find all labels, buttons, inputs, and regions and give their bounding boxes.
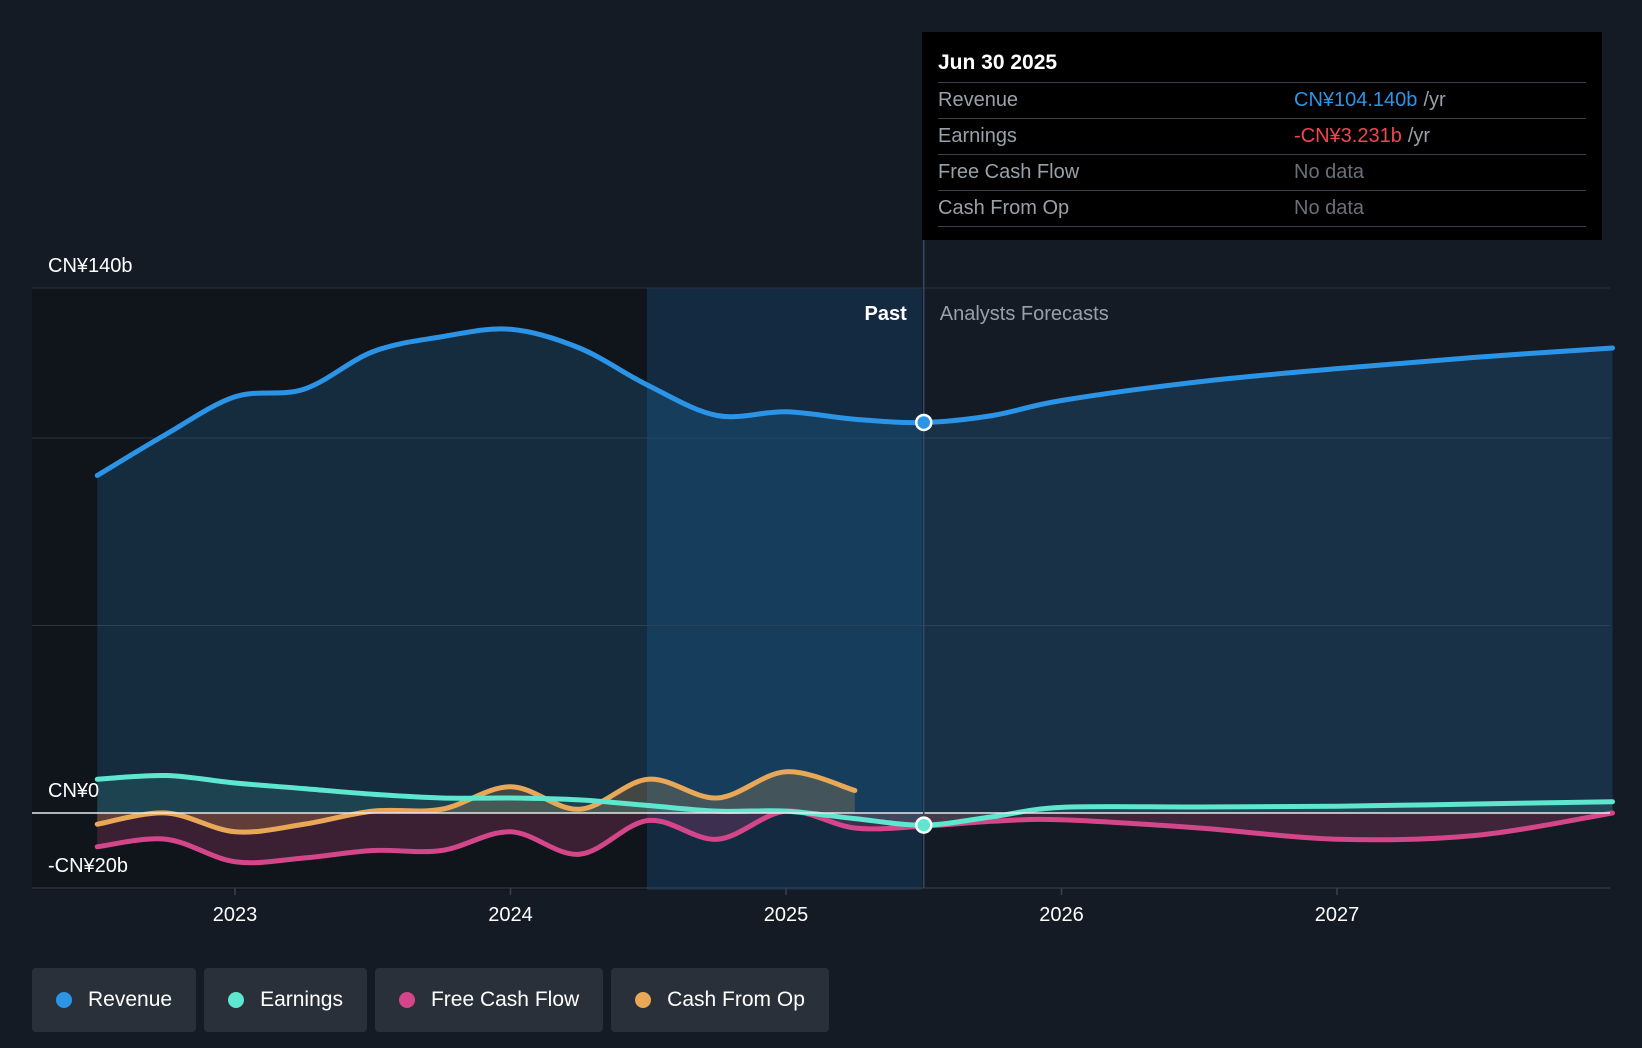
- x-axis-tick-label: 2027: [1315, 904, 1360, 926]
- tooltip-row-earnings: Earnings -CN¥3.231b/yr: [938, 119, 1586, 155]
- forecast-label: Analysts Forecasts: [940, 303, 1109, 325]
- legend-label-earnings: Earnings: [260, 988, 343, 1011]
- revenue-dot-icon: [56, 992, 72, 1008]
- tooltip-revenue-amount: CN¥104.140b: [1294, 89, 1418, 111]
- tooltip-earnings-unit: /yr: [1407, 125, 1431, 147]
- y-axis-label-max: CN¥140b: [48, 255, 133, 277]
- legend-item-fcf[interactable]: Free Cash Flow: [374, 968, 604, 1032]
- legend-label-cfo: Cash From Op: [667, 988, 805, 1011]
- tooltip-value-earnings: -CN¥3.231b/yr: [1294, 119, 1430, 153]
- tooltip-value-fcf: No data: [1294, 161, 1365, 183]
- past-highlight-region: [647, 288, 922, 890]
- revenue-area: [97, 328, 1613, 813]
- tooltip-label-cfo: Cash From Op: [938, 197, 1070, 219]
- tooltip-label-earnings: Earnings: [938, 125, 1017, 147]
- earnings-dot-icon: [228, 992, 245, 1008]
- tooltip-value-revenue: CN¥104.140b/yr: [1294, 83, 1446, 117]
- y-axis-label-zero: CN¥0: [48, 780, 99, 802]
- tooltip-revenue-unit: /yr: [1423, 89, 1446, 111]
- legend-item-earnings[interactable]: Earnings: [204, 968, 367, 1032]
- tooltip-earnings-amount: -CN¥3.231b: [1294, 125, 1402, 147]
- x-axis-tick-label: 2023: [213, 904, 258, 926]
- tooltip-row-revenue: Revenue CN¥104.140b/yr: [938, 83, 1586, 119]
- tooltip-date: Jun 30 2025: [938, 46, 1586, 83]
- tooltip-row-cfo: Cash From Op No data: [938, 191, 1586, 227]
- cfo-line: [94, 769, 858, 835]
- x-axis-tick-label: 2025: [764, 904, 809, 926]
- fcf-dot-icon: [398, 992, 415, 1008]
- tooltip-row-fcf: Free Cash Flow No data: [938, 155, 1586, 191]
- tooltip-label-revenue: Revenue: [938, 89, 1019, 111]
- x-axis-tick-label: 2026: [1039, 904, 1084, 926]
- tooltip: Jun 30 2025 Revenue CN¥104.140b/yr Earni…: [922, 32, 1602, 240]
- legend-item-revenue[interactable]: Revenue: [32, 968, 197, 1032]
- revenue-line: [94, 326, 1615, 478]
- legend: Revenue Earnings Free Cash Flow Cash Fro…: [32, 968, 829, 1032]
- cfo-dot-icon: [635, 992, 652, 1008]
- earnings-line: [94, 772, 1615, 828]
- tooltip-value-cfo: No data: [1294, 197, 1365, 219]
- past-label: Past: [865, 303, 908, 325]
- x-axis-tick-label: 2024: [488, 904, 533, 926]
- fcf-line: [94, 808, 1615, 866]
- tooltip-label-fcf: Free Cash Flow: [938, 161, 1080, 183]
- y-axis-label-min: -CN¥20b: [48, 855, 128, 877]
- revenue-highlight-point: [915, 413, 933, 432]
- earnings-highlight-point: [915, 816, 933, 834]
- cfo-area: [97, 771, 855, 833]
- legend-label-revenue: Revenue: [88, 988, 173, 1011]
- legend-label-fcf: Free Cash Flow: [430, 988, 580, 1011]
- legend-item-cfo[interactable]: Cash From Op: [611, 968, 829, 1032]
- fcf-area: [97, 810, 1613, 863]
